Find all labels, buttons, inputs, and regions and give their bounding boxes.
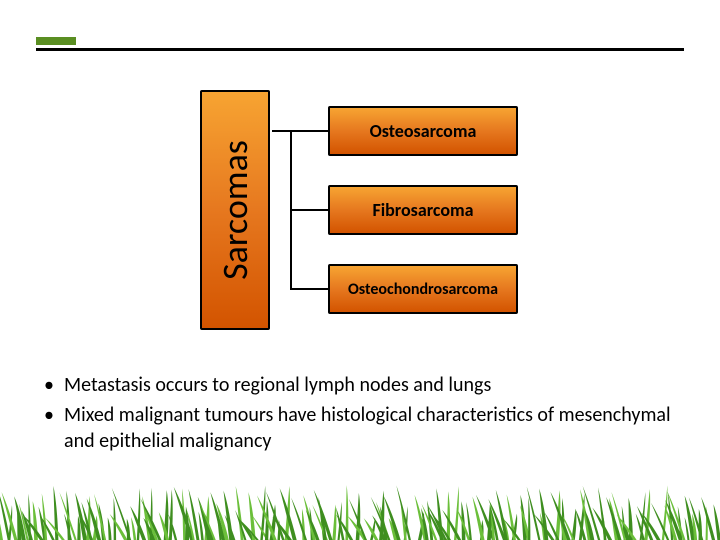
diagram-child-label: Fibrosarcoma	[372, 199, 473, 221]
diagram-child-node: Osteosarcoma	[328, 106, 518, 156]
diagram-main-node: Sarcomas	[200, 90, 270, 330]
bullet-marker: •	[44, 402, 64, 428]
top-accent-bar	[36, 37, 76, 45]
diagram-main-label: Sarcomas	[213, 140, 257, 280]
connector-trunk	[272, 130, 290, 132]
bullet-text: Mixed malignant tumours have histologica…	[64, 402, 676, 454]
bullet-list: • Metastasis occurs to regional lymph no…	[44, 372, 676, 458]
top-divider-line	[36, 48, 684, 51]
diagram-child-label: Osteosarcoma	[370, 120, 477, 142]
connector-to-child-1	[290, 130, 328, 132]
grass-decoration	[0, 480, 720, 540]
diagram-child-node: Osteochondrosarcoma	[328, 264, 518, 314]
connector-to-child-3	[290, 288, 328, 290]
diagram-child-node: Fibrosarcoma	[328, 185, 518, 235]
slide: Sarcomas Osteosarcoma Fibrosarcoma Osteo…	[0, 0, 720, 540]
list-item: • Mixed malignant tumours have histologi…	[44, 402, 676, 454]
diagram-child-label: Osteochondrosarcoma	[348, 280, 498, 299]
bullet-marker: •	[44, 372, 64, 398]
list-item: • Metastasis occurs to regional lymph no…	[44, 372, 676, 398]
bullet-text: Metastasis occurs to regional lymph node…	[64, 372, 676, 398]
connector-to-child-2	[290, 209, 328, 211]
sarcomas-diagram: Sarcomas Osteosarcoma Fibrosarcoma Osteo…	[200, 90, 540, 330]
